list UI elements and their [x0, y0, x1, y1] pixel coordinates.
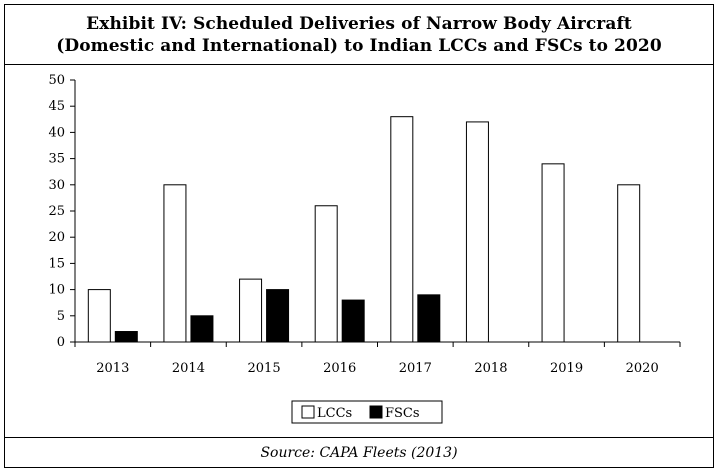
bar-lccs-2015	[239, 278, 263, 343]
bar-lccs-2019	[541, 163, 565, 343]
chart-bars	[87, 116, 641, 343]
chart-legend: LCCs FSCs	[291, 400, 443, 424]
legend-label-fscs: FSCs	[385, 406, 420, 421]
bar-fscs-2013	[114, 331, 138, 343]
y-tick-label: 35	[48, 152, 65, 167]
y-tick-label: 15	[48, 256, 65, 271]
bar-lccs-2016	[314, 205, 338, 343]
bar-fscs-2016	[341, 299, 365, 343]
bar-fscs-2015	[266, 289, 290, 343]
chart-axes: 0 5 10 15 20 25 30 35 40 45 50 2013 2014 2015 2016 2017…	[48, 73, 681, 376]
chart-source: Source: CAPA Fleets (2013)	[5, 437, 713, 467]
bar-lccs-2018	[465, 121, 489, 343]
x-tick-label: 2020	[626, 361, 659, 376]
y-tick-label: 50	[48, 73, 65, 88]
y-tick-label: 25	[48, 204, 65, 219]
legend-box	[291, 400, 443, 424]
legend-label-lccs: LCCs	[317, 406, 352, 421]
x-tick-label: 2015	[248, 361, 281, 376]
bar-lccs-2020	[617, 184, 641, 343]
y-tick-label: 5	[57, 309, 65, 324]
bar-lccs-2013	[87, 289, 111, 343]
y-tick-label: 45	[48, 99, 65, 114]
bar-fscs-2014	[190, 315, 214, 343]
y-tick-label: 20	[48, 230, 65, 245]
legend-swatch-lccs	[301, 405, 315, 419]
y-tick-label: 30	[48, 178, 65, 193]
y-tick-label: 10	[48, 283, 65, 298]
x-tick-label: 2014	[172, 361, 205, 376]
x-tick-label: 2018	[474, 361, 507, 376]
x-tick-label: 2019	[550, 361, 583, 376]
chart-title-line-1: Exhibit IV: Scheduled Deliveries of Narr…	[86, 13, 632, 34]
bar-lccs-2014	[163, 184, 187, 343]
y-tick-label: 0	[57, 335, 65, 350]
x-tick-label: 2017	[399, 361, 432, 376]
chart-frame: Exhibit IV: Scheduled Deliveries of Narr…	[4, 4, 714, 468]
x-tick-label: 2016	[323, 361, 356, 376]
legend-swatch-fscs	[369, 405, 383, 419]
bar-lccs-2017	[390, 116, 414, 343]
chart-title-line-2: (Domestic and International) to Indian L…	[56, 35, 662, 56]
x-tick-label: 2013	[96, 361, 129, 376]
y-tick-label: 40	[48, 125, 65, 140]
bar-fscs-2017	[417, 294, 441, 343]
chart-title: Exhibit IV: Scheduled Deliveries of Narr…	[5, 5, 713, 65]
